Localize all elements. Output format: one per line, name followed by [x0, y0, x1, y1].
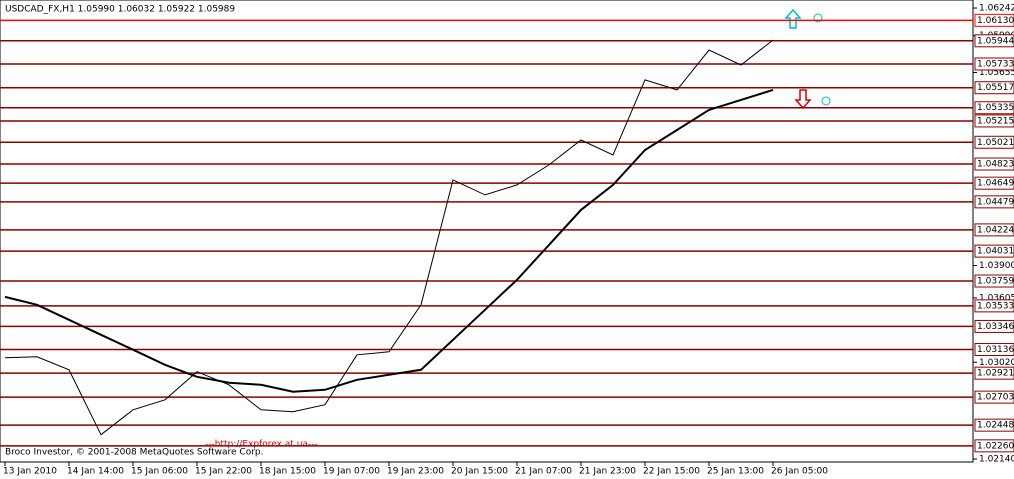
down-arrow — [794, 89, 812, 110]
level-label: 1.02703 — [977, 393, 1014, 403]
x-tick-label: 22 Jan 15:00 — [643, 467, 700, 477]
level-box — [974, 13, 1014, 27]
x-tick-label: 15 Jan 06:00 — [131, 467, 188, 477]
y-tick-label: 1.06242 — [979, 4, 1014, 14]
level-box — [974, 319, 1014, 333]
level-label: 1.02921 — [977, 369, 1014, 379]
series-line — [4, 39, 774, 436]
plot-frame — [0, 0, 974, 463]
level-box — [974, 274, 1014, 288]
level-label: 1.04823 — [977, 160, 1014, 170]
y-tick-label: 1.03900 — [979, 261, 1014, 271]
x-tick-label: 18 Jan 15:00 — [259, 467, 316, 477]
series-line — [4, 88, 774, 393]
level-label: 1.05517 — [977, 83, 1014, 93]
level-box — [974, 34, 1014, 48]
level-label: 1.04479 — [977, 197, 1014, 207]
level-box — [974, 244, 1014, 258]
y-tick-label: 1.05655 — [979, 68, 1014, 78]
level-box — [974, 157, 1014, 171]
level-label: 1.03136 — [977, 345, 1014, 355]
level-box — [974, 390, 1014, 404]
level-label: 1.02448 — [977, 421, 1014, 431]
level-label: 1.02260 — [977, 441, 1014, 451]
x-tick-label: 25 Jan 13:00 — [707, 467, 764, 477]
level-label: 1.05335 — [977, 103, 1014, 113]
level-box — [974, 366, 1014, 380]
footer: Broco Investor, © 2001-2008 MetaQuotes S… — [5, 448, 264, 458]
level-box — [974, 176, 1014, 190]
level-label: 1.06130 — [977, 16, 1014, 26]
y-tick-label: 1.03605 — [979, 293, 1014, 303]
level-box — [974, 135, 1014, 149]
y-tick-label: 1.03020 — [979, 358, 1014, 368]
level-box — [974, 439, 1014, 453]
x-tick-label: 15 Jan 22:00 — [195, 467, 252, 477]
x-tick-label: 26 Jan 05:00 — [771, 467, 828, 477]
level-box — [974, 418, 1014, 432]
level-box — [974, 223, 1014, 237]
signal-icon — [821, 96, 831, 106]
level-box — [974, 114, 1014, 128]
level-box — [974, 195, 1014, 209]
level-box — [974, 343, 1014, 357]
x-tick-label: 21 Jan 07:00 — [515, 467, 572, 477]
x-tick-label: 14 Jan 14:00 — [67, 467, 124, 477]
level-box — [974, 81, 1014, 95]
level-label: 1.05733 — [977, 59, 1014, 69]
signal-icon — [813, 13, 823, 23]
chart-title: USDCAD_FX,H1 1.05990 1.06032 1.05922 1.0… — [5, 5, 235, 15]
level-label: 1.03533 — [977, 301, 1014, 311]
x-tick-label: 19 Jan 23:00 — [387, 467, 444, 477]
level-label: 1.04649 — [977, 179, 1014, 189]
x-tick-label: 19 Jan 07:00 — [323, 467, 380, 477]
level-label: 1.05944 — [977, 36, 1014, 46]
x-tick-label: 21 Jan 23:00 — [579, 467, 636, 477]
level-label: 1.03759 — [977, 277, 1014, 287]
up-arrow — [784, 8, 802, 29]
level-label: 1.05215 — [977, 116, 1014, 126]
level-label: 1.04031 — [977, 247, 1014, 257]
level-label: 1.05021 — [977, 138, 1014, 148]
level-label: 1.04224 — [977, 225, 1014, 235]
annotation: ---http://Expforex.at.ua--- — [205, 440, 318, 450]
level-box — [974, 57, 1014, 71]
y-tick-label: 1.02140 — [979, 455, 1014, 465]
level-box — [974, 101, 1014, 115]
x-tick-label: 13 Jan 2010 — [3, 467, 57, 477]
level-label: 1.03346 — [977, 322, 1014, 332]
x-tick-label: 20 Jan 15:00 — [451, 467, 508, 477]
level-box — [974, 299, 1014, 313]
